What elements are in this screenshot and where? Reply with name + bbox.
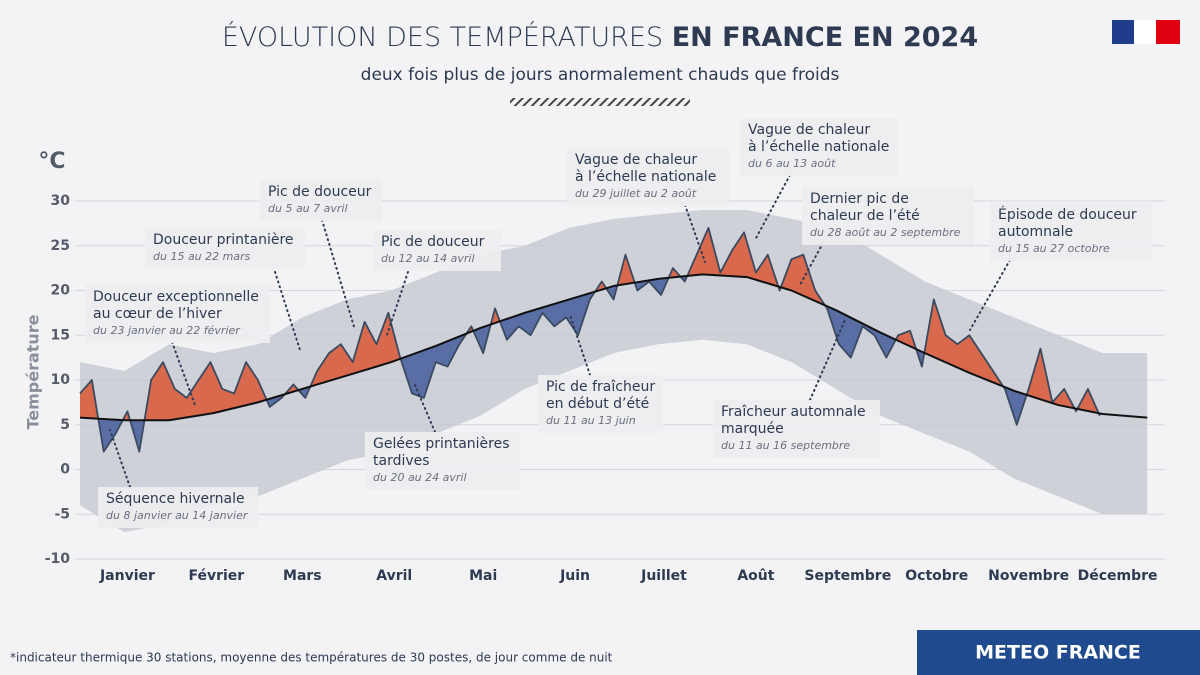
- x-tick-label: Septembre: [804, 568, 891, 584]
- annotation-text: Pic de fraîcheur: [546, 379, 655, 395]
- annotation-date: du 28 août au 2 septembre: [810, 226, 961, 239]
- annotation-date: du 15 au 27 octobre: [998, 242, 1110, 255]
- annotation-box: [365, 432, 520, 490]
- annotation-box: [260, 180, 382, 221]
- x-tick-label: Août: [737, 568, 774, 584]
- annotation-date: du 6 au 13 août: [748, 157, 836, 170]
- x-tick-label: Décembre: [1078, 568, 1158, 584]
- annotation-text: automnale: [998, 224, 1073, 240]
- annotation-text: Épisode de douceur: [998, 206, 1137, 223]
- x-tick-label: Juin: [559, 568, 590, 584]
- range-band: [80, 209, 1148, 533]
- y-tick-label: 30: [51, 193, 71, 209]
- annotation-pointer: [969, 259, 1011, 331]
- annotation-date: du 5 au 7 avril: [268, 202, 348, 215]
- annotation-text: Vague de chaleur: [575, 152, 697, 168]
- annotation-date: du 20 au 24 avril: [373, 471, 467, 484]
- y-tick-label: -10: [45, 551, 71, 567]
- annotation-box: [538, 375, 663, 433]
- annotation-pointer: [684, 204, 706, 263]
- annotation-text: Fraîcheur automnale: [721, 404, 866, 420]
- y-tick-label: -5: [54, 506, 70, 522]
- annotation-date: du 29 juillet au 2 août: [575, 187, 697, 200]
- x-tick-label: Avril: [376, 568, 412, 584]
- annotation-text: Vague de chaleur: [748, 122, 870, 138]
- annotation-date: du 11 au 13 juin: [546, 414, 636, 427]
- annotation-pointer: [109, 429, 131, 488]
- annotation-text: au cœur de l’hiver: [93, 306, 222, 322]
- annotation-date: du 12 au 14 avril: [381, 252, 475, 265]
- annotation-date: du 8 janvier au 14 janvier: [106, 509, 249, 522]
- subtitle: deux fois plus de jours anormalement cha…: [361, 65, 840, 85]
- annotation-text: Séquence hivernale: [106, 491, 245, 507]
- annotation-text: Dernier pic de: [810, 191, 909, 207]
- annotation-text: Pic de douceur: [268, 184, 372, 200]
- annotation-pointer: [754, 174, 791, 241]
- annotation-text: tardives: [373, 453, 430, 469]
- annotation-pointer: [171, 341, 196, 406]
- annotation-text: marquée: [721, 421, 784, 437]
- annotation-pointer: [799, 242, 824, 286]
- x-tick-label: Juillet: [640, 568, 687, 584]
- normal-line: [79, 273, 1148, 422]
- footnote: *indicateur thermique 30 stations, moyen…: [10, 651, 613, 665]
- title-bold: EN FRANCE EN 2024: [672, 22, 978, 53]
- annotation-box: [802, 187, 974, 245]
- annotation-date: du 15 au 22 mars: [153, 250, 251, 263]
- annotation-box: [990, 203, 1152, 261]
- annotation-text: en début d’été: [546, 396, 649, 412]
- x-tick-label: Mars: [283, 568, 322, 584]
- y-tick-label: 25: [51, 238, 70, 254]
- x-tick-label: Mai: [469, 568, 497, 584]
- x-tick-label: Février: [188, 568, 244, 584]
- title-light: ÉVOLUTION DES TEMPÉRATURES: [222, 21, 663, 53]
- annotation-box: [740, 118, 898, 176]
- annotation-text: à l’échelle nationale: [575, 169, 716, 185]
- annotation-box: [713, 400, 880, 458]
- y-tick-label: 15: [51, 327, 70, 343]
- decor-hatch: [510, 98, 690, 106]
- annotation-pointer: [274, 271, 301, 351]
- flag-logo: [1112, 20, 1180, 44]
- y-axis-label: Température: [24, 314, 43, 429]
- chart-title: ÉVOLUTION DES TEMPÉRATURES EN FRANCE EN …: [222, 21, 978, 53]
- unit-label: °C: [38, 149, 65, 174]
- annotation-text: à l’échelle nationale: [748, 139, 889, 155]
- y-tick-label: 0: [60, 462, 70, 478]
- annotation-pointer: [321, 219, 356, 331]
- annotation-text: Gelées printanières: [373, 436, 510, 452]
- annotation-box: [567, 148, 729, 206]
- annotation-text: Pic de douceur: [381, 234, 485, 250]
- annotation-box: [373, 230, 501, 271]
- daily-line: [79, 226, 1101, 453]
- y-tick-label: 5: [60, 417, 70, 433]
- annotation-pointer: [386, 271, 409, 336]
- brand-box: [917, 630, 1200, 675]
- annotation-box: [98, 487, 258, 528]
- annotation-pointer: [569, 314, 591, 376]
- x-tick-label: Novembre: [988, 568, 1069, 584]
- annotation-date: du 11 au 16 septembre: [721, 439, 850, 452]
- annotation-box: [145, 228, 305, 269]
- annotation-text: Douceur printanière: [153, 232, 294, 248]
- x-tick-label: Janvier: [99, 568, 155, 584]
- y-tick-label: 20: [51, 283, 71, 299]
- x-tick-label: Octobre: [905, 568, 968, 584]
- brand: METEO FRANCE: [975, 642, 1141, 664]
- annotation-text: Douceur exceptionnelle: [93, 289, 259, 305]
- annotation-pointer: [414, 384, 436, 433]
- annotation-pointer: [809, 319, 846, 401]
- y-tick-label: 10: [51, 372, 71, 388]
- annotation-date: du 23 janvier au 22 février: [93, 324, 241, 337]
- annotation-text: chaleur de l’été: [810, 208, 920, 224]
- annotation-box: [85, 285, 270, 343]
